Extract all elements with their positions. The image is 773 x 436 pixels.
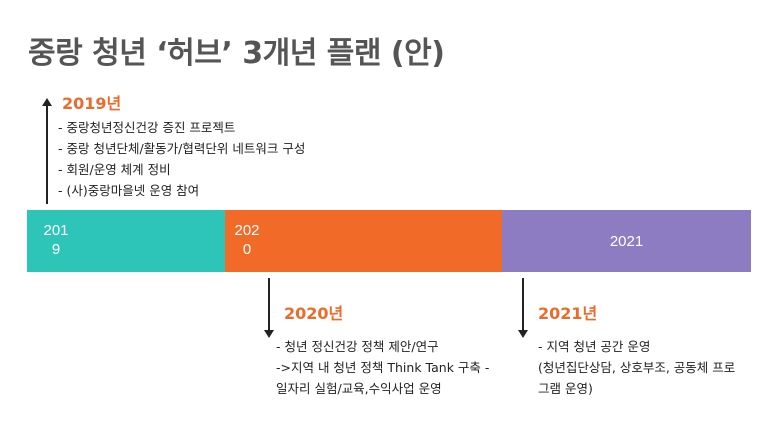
list-2021: - 지역 청년 공간 운영 (청년집단상담, 상호부조, 공동체 프로그램 운영… — [538, 336, 738, 399]
heading-2021: 2021년 — [538, 304, 598, 323]
list-item: - 중랑 청년단체/활동가/협력단위 네트워크 구성 — [58, 141, 306, 156]
list-item: ->지역 내 청년 정책 Think Tank 구축 - 일자리 실험/교육,수… — [276, 360, 490, 396]
list-item: - (사)중랑마을넷 운영 참여 — [58, 183, 200, 198]
arrow-up-2019 — [42, 98, 52, 204]
list-item: - 청년 정신건강 정책 제안/연구 — [276, 339, 439, 354]
list-2019: - 중랑청년정신건강 증진 프로젝트 - 중랑 청년단체/활동가/협력단위 네트… — [58, 117, 305, 201]
segment-label-2021: 2021 — [609, 233, 644, 250]
timeline-segment-2020: 202 0 — [225, 210, 502, 272]
page-title: 중랑 청년 ‘허브’ 3개년 플랜 (안) — [28, 36, 445, 71]
list-item: (청년집단상담, 상호부조, 공동체 프로그램 운영) — [538, 360, 736, 396]
arrow-down-2021 — [518, 278, 528, 338]
segment-label-2019-line1: 201 — [43, 222, 69, 239]
list-item: - 회원/운영 체계 정비 — [58, 162, 171, 177]
list-item: - 지역 청년 공간 운영 — [538, 339, 651, 354]
segment-label-2020-line2: 0 — [242, 241, 252, 258]
arrow-down-2020 — [264, 278, 274, 338]
segment-label-2019-line2: 9 — [51, 241, 61, 258]
heading-2020: 2020년 — [284, 304, 344, 323]
segment-label-2020-line1: 202 — [234, 222, 260, 239]
list-item: - 중랑청년정신건강 증진 프로젝트 — [58, 120, 236, 135]
timeline-segment-2021: 2021 — [502, 210, 751, 272]
list-2020: - 청년 정신건강 정책 제안/연구 ->지역 내 청년 정책 Think Ta… — [276, 336, 504, 399]
heading-2019: 2019년 — [62, 94, 122, 113]
timeline-segment-2019: 201 9 — [27, 210, 225, 272]
